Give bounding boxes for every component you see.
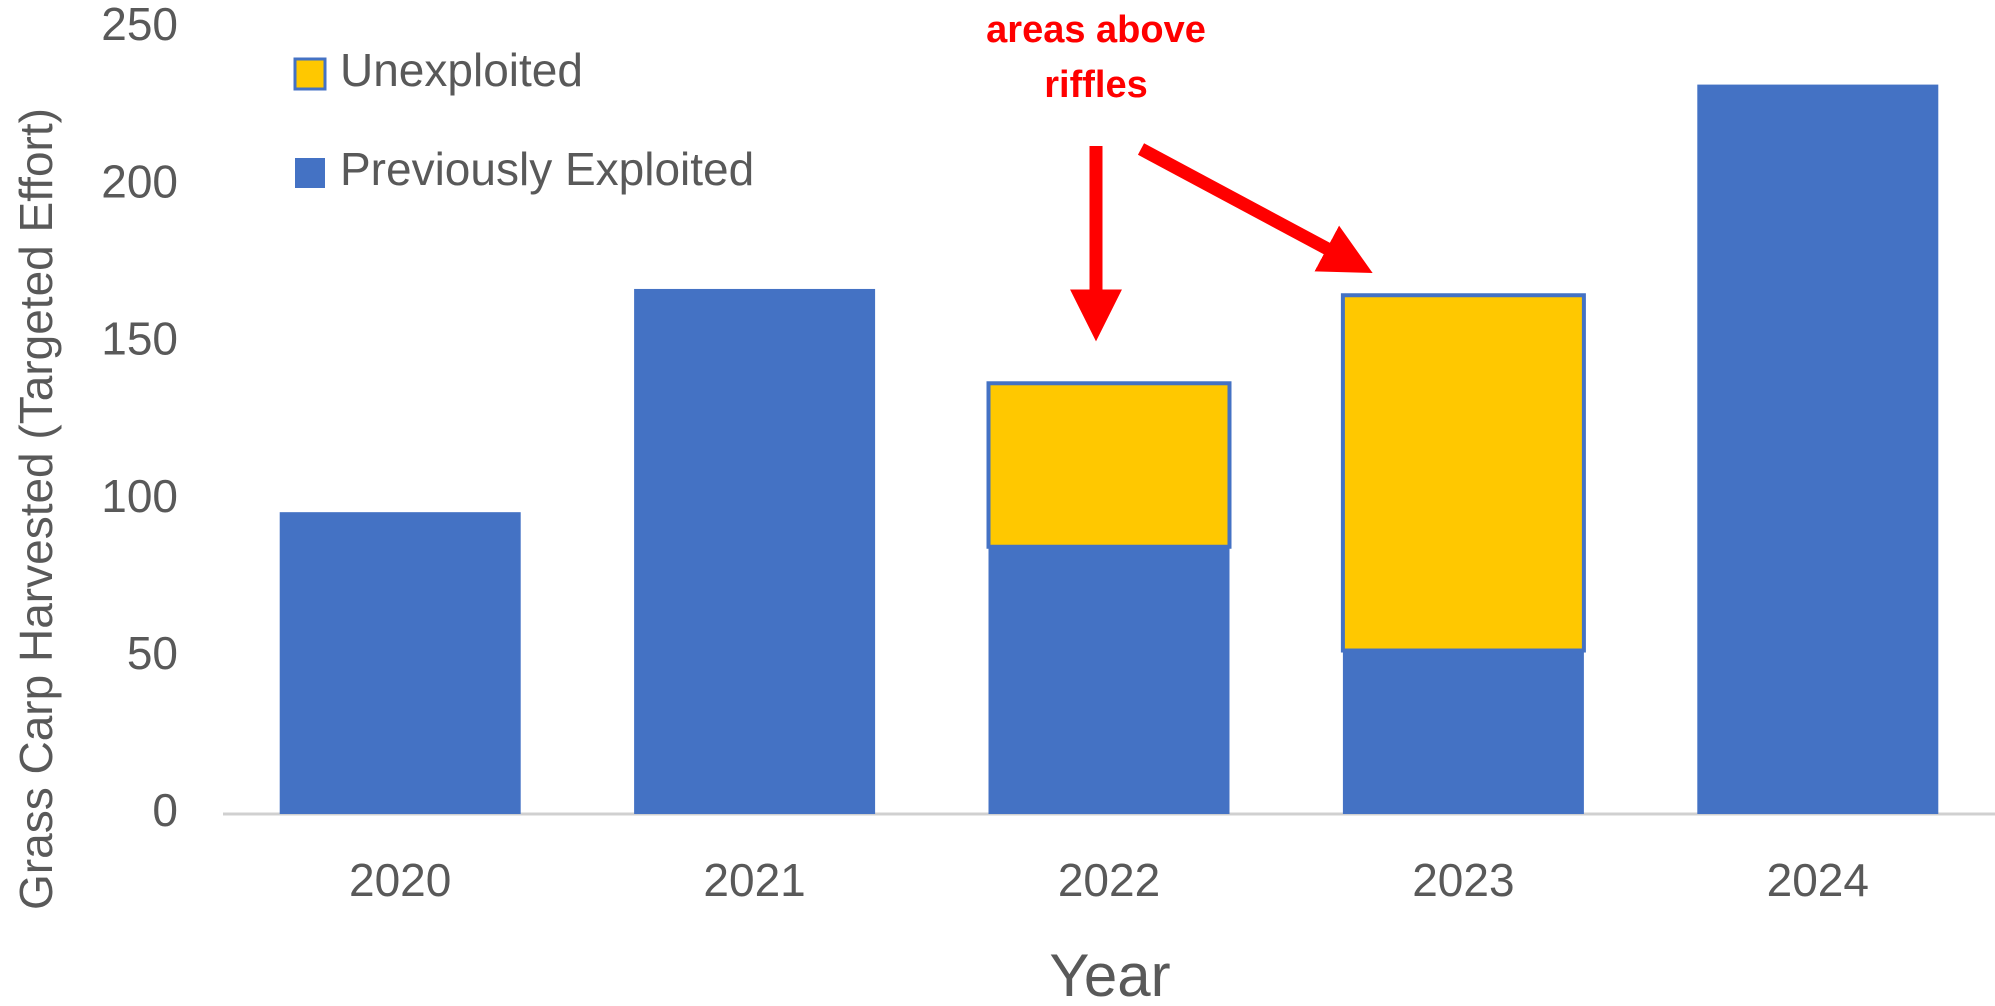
bar-segment <box>988 546 1230 814</box>
bar-segment <box>1340 293 1586 653</box>
x-axis-title: Year <box>1049 942 1170 1006</box>
legend-swatch <box>295 158 325 188</box>
x-tick-label: 2022 <box>1058 854 1160 906</box>
bar-segment <box>1342 650 1584 814</box>
legend-label: Unexploited <box>340 44 583 96</box>
y-tick-label: 0 <box>152 784 178 836</box>
x-tick-label: 2024 <box>1767 854 1869 906</box>
legend-swatch <box>293 57 327 91</box>
legend-label: Previously Exploited <box>340 143 754 195</box>
bar-segment <box>1697 84 1939 815</box>
x-tick-label: 2023 <box>1412 854 1514 906</box>
y-axis-title: Grass Carp Harvested (Targeted Effort) <box>10 108 62 910</box>
bar-segment <box>634 288 876 814</box>
bar-segment <box>279 512 521 814</box>
y-tick-label: 250 <box>101 0 178 50</box>
y-tick-label: 100 <box>101 470 178 522</box>
y-tick-label: 50 <box>127 627 178 679</box>
x-tick-label: 2020 <box>349 854 451 906</box>
x-tick-label: 2021 <box>703 854 805 906</box>
annotation: areas above <box>986 9 1206 51</box>
y-tick-label: 200 <box>101 155 178 207</box>
annotation-arrow <box>1137 143 1373 274</box>
annotation: riffles <box>1044 64 1147 106</box>
bar-segment <box>986 381 1232 549</box>
y-tick-label: 150 <box>101 313 178 365</box>
